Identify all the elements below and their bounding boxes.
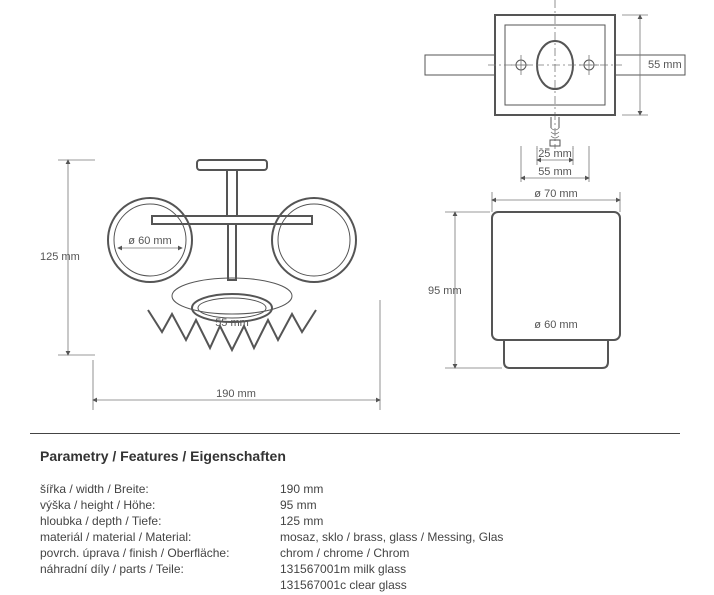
dim-125: 125 mm bbox=[40, 251, 80, 263]
dim-190: 190 mm bbox=[216, 388, 256, 400]
feat-value: 190 mm bbox=[280, 482, 503, 496]
dim-55mm-plate: 55 mm bbox=[538, 166, 572, 178]
feat-value: 131567001m milk glass bbox=[280, 562, 503, 576]
feat-value: 95 mm bbox=[280, 498, 503, 512]
dim-cup-70: ø 70 mm bbox=[534, 188, 577, 200]
features-section: Parametry / Features / Eigenschaften šíř… bbox=[40, 448, 503, 592]
cup-side-view: ø 70 mm ø 60 mm 95 mm bbox=[428, 188, 620, 368]
technical-drawings: 55 mm 25 mm 25 mm 25 mm 55 mm bbox=[0, 0, 714, 430]
dim-plate-side: 55 mm bbox=[648, 59, 682, 71]
feat-label: šířka / width / Breite: bbox=[40, 482, 280, 496]
dim-25mm: 25 mm bbox=[538, 148, 572, 160]
dim-cup-60: ø 60 mm bbox=[534, 319, 577, 331]
feat-value-extra: 131567001c clear glass bbox=[280, 578, 503, 592]
feat-value: chrom / chrome / Chrom bbox=[280, 546, 503, 560]
feat-value: 125 mm bbox=[280, 514, 503, 528]
feat-label: povrch. úprava / finish / Oberfläche: bbox=[40, 546, 280, 560]
dim-ring-60: ø 60 mm bbox=[128, 235, 171, 247]
features-heading: Parametry / Features / Eigenschaften bbox=[40, 448, 503, 464]
dim-tray-55: 55 mm bbox=[215, 317, 249, 329]
section-divider bbox=[30, 433, 680, 434]
feat-label: hloubka / depth / Tiefe: bbox=[40, 514, 280, 528]
soap-tray: 55 mm bbox=[148, 278, 316, 350]
dim-95: 95 mm bbox=[428, 285, 462, 297]
plate-dims-clean: 25 mm 55 mm bbox=[520, 146, 590, 184]
feat-label: výška / height / Höhe: bbox=[40, 498, 280, 512]
top-plate-view: 55 mm 25 mm bbox=[425, 0, 685, 164]
features-table: šířka / width / Breite: 190 mm výška / h… bbox=[40, 482, 503, 592]
feat-value: mosaz, sklo / brass, glass / Messing, Gl… bbox=[280, 530, 503, 544]
feat-label: náhradní díly / parts / Teile: bbox=[40, 562, 280, 576]
feat-label: materiál / material / Material: bbox=[40, 530, 280, 544]
front-view: ø 60 mm 55 mm 125 mm 190 mm bbox=[40, 160, 380, 410]
